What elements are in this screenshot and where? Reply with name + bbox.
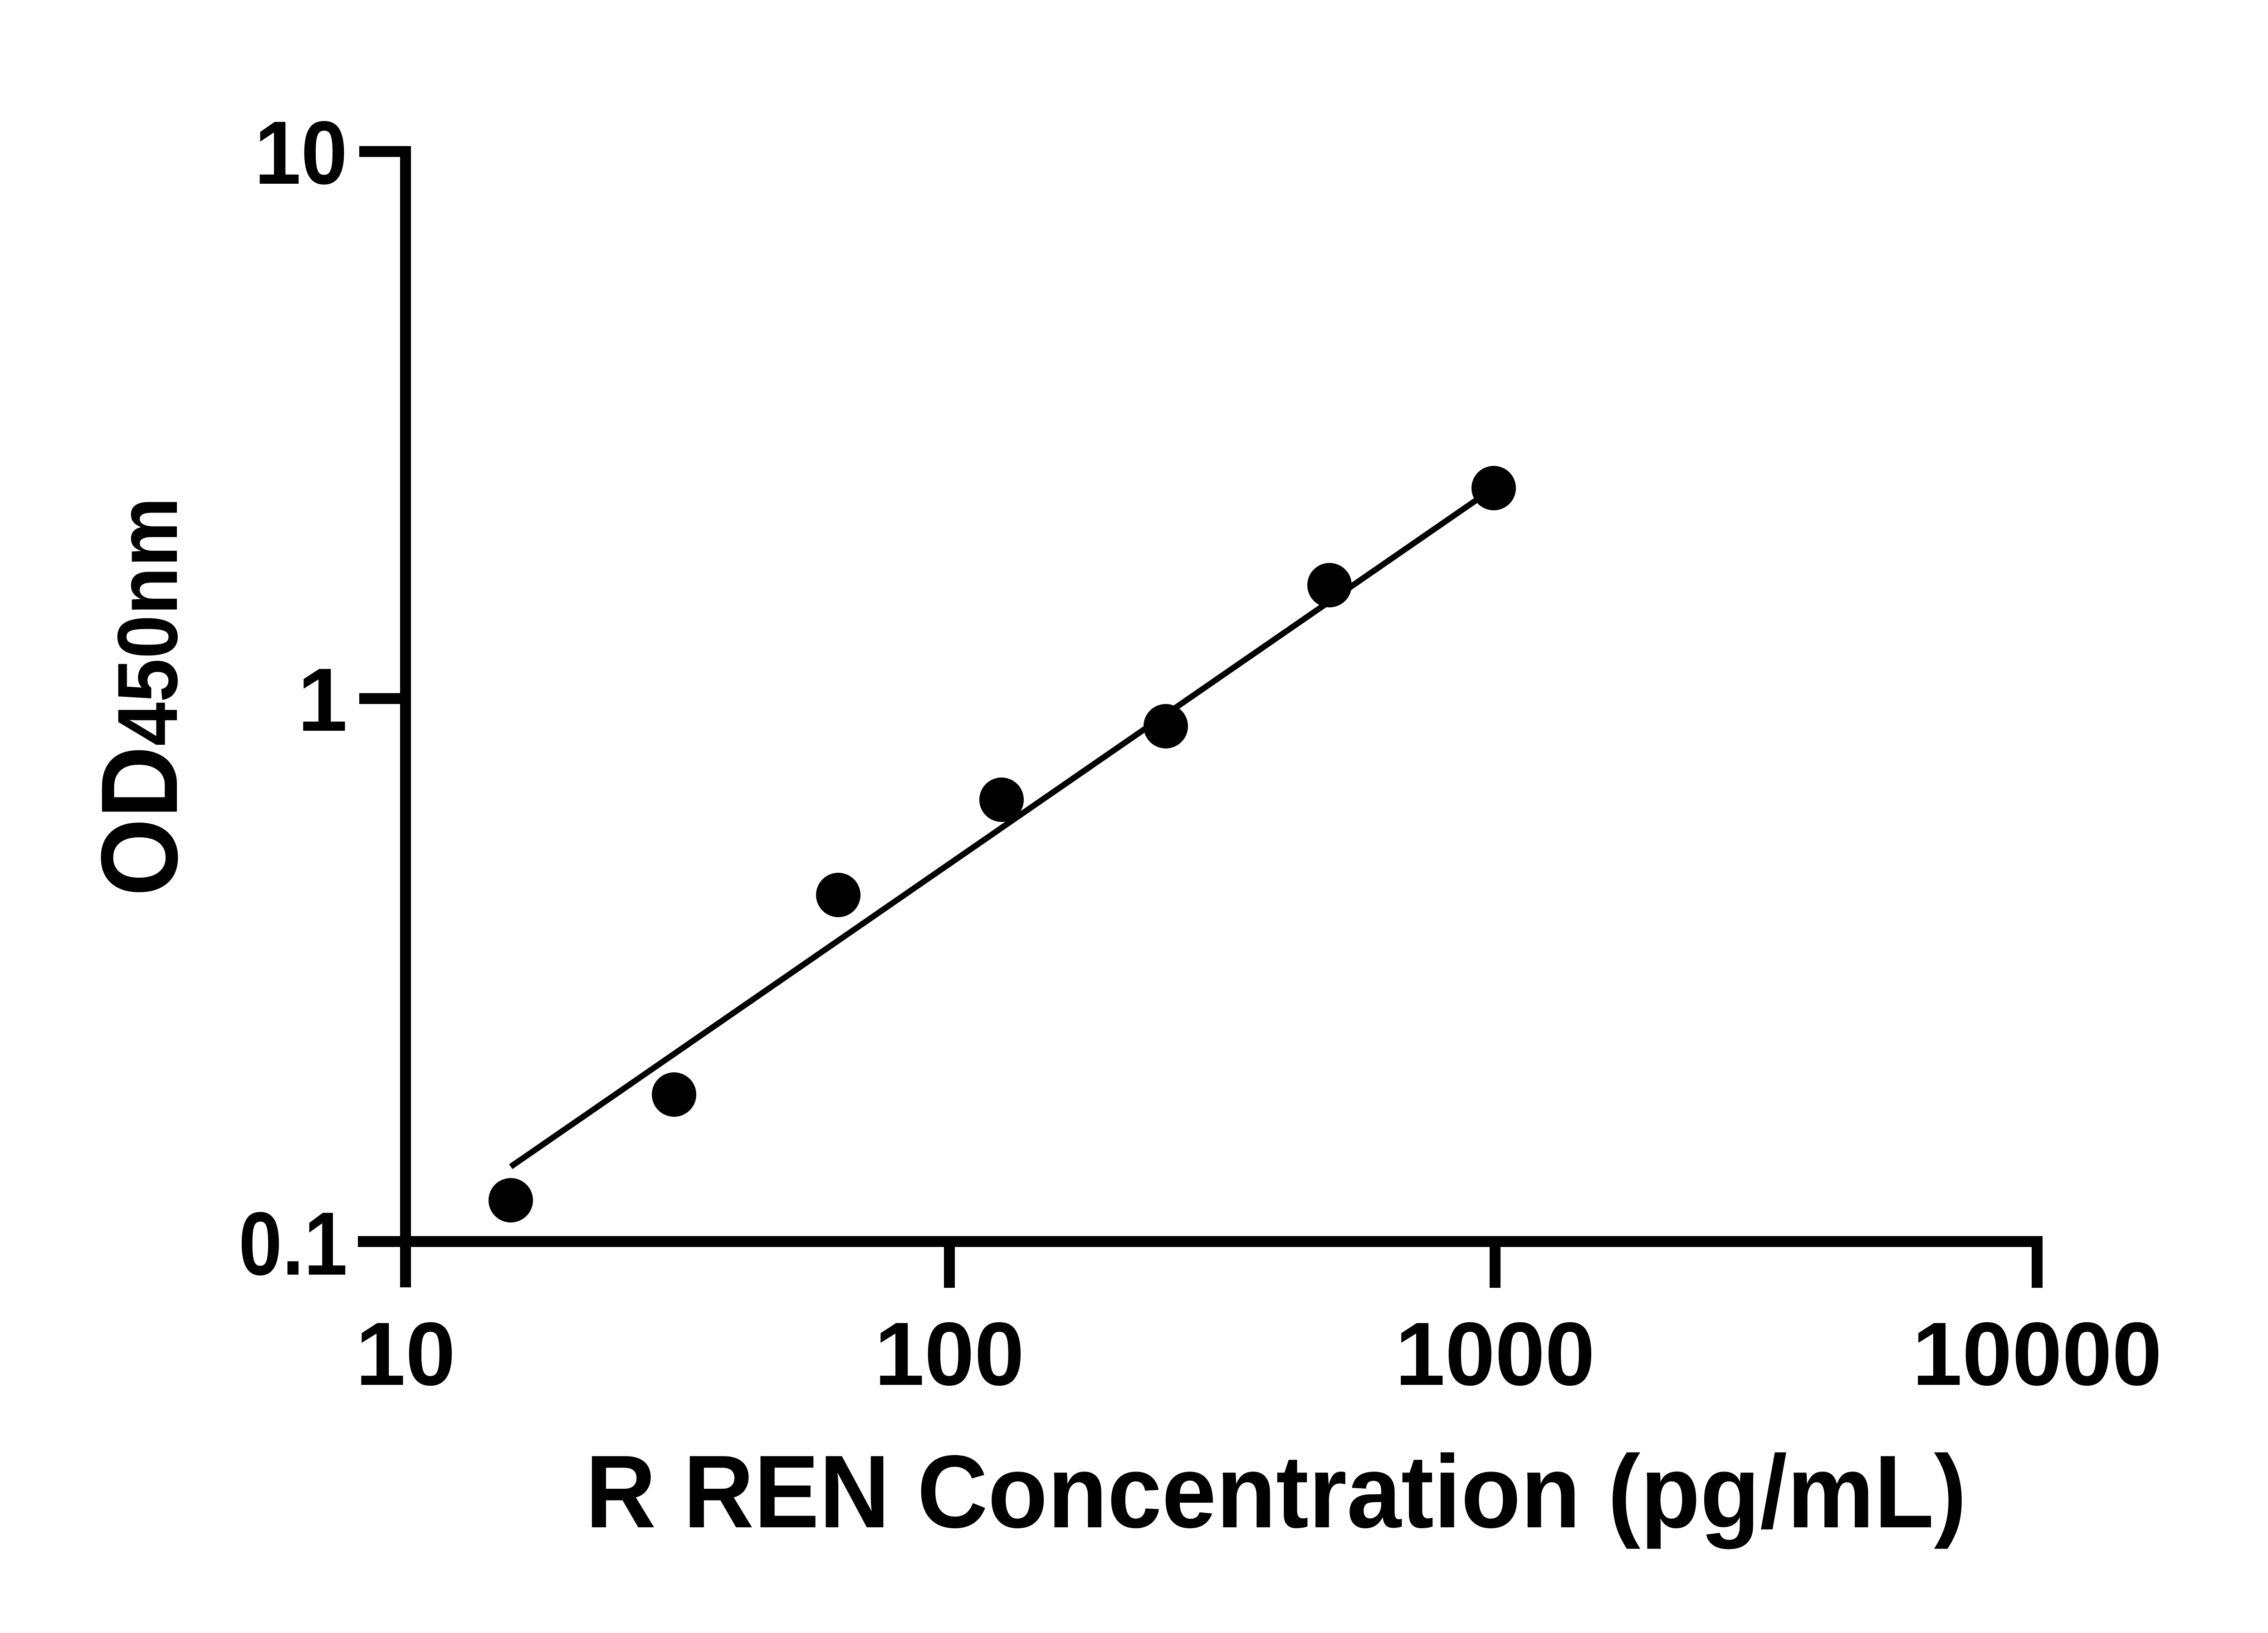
svg-text:OD450nm: OD450nm xyxy=(78,497,200,896)
svg-text:1000: 1000 xyxy=(1395,1304,1595,1404)
svg-text:1: 1 xyxy=(298,650,347,750)
svg-text:100: 100 xyxy=(875,1304,1024,1404)
svg-text:R REN Concentration (pg/mL): R REN Concentration (pg/mL) xyxy=(586,1434,1967,1550)
svg-text:10: 10 xyxy=(356,1304,455,1404)
svg-text:10: 10 xyxy=(254,103,347,203)
svg-text:0.1: 0.1 xyxy=(239,1193,347,1294)
svg-text:10000: 10000 xyxy=(1912,1304,2162,1404)
